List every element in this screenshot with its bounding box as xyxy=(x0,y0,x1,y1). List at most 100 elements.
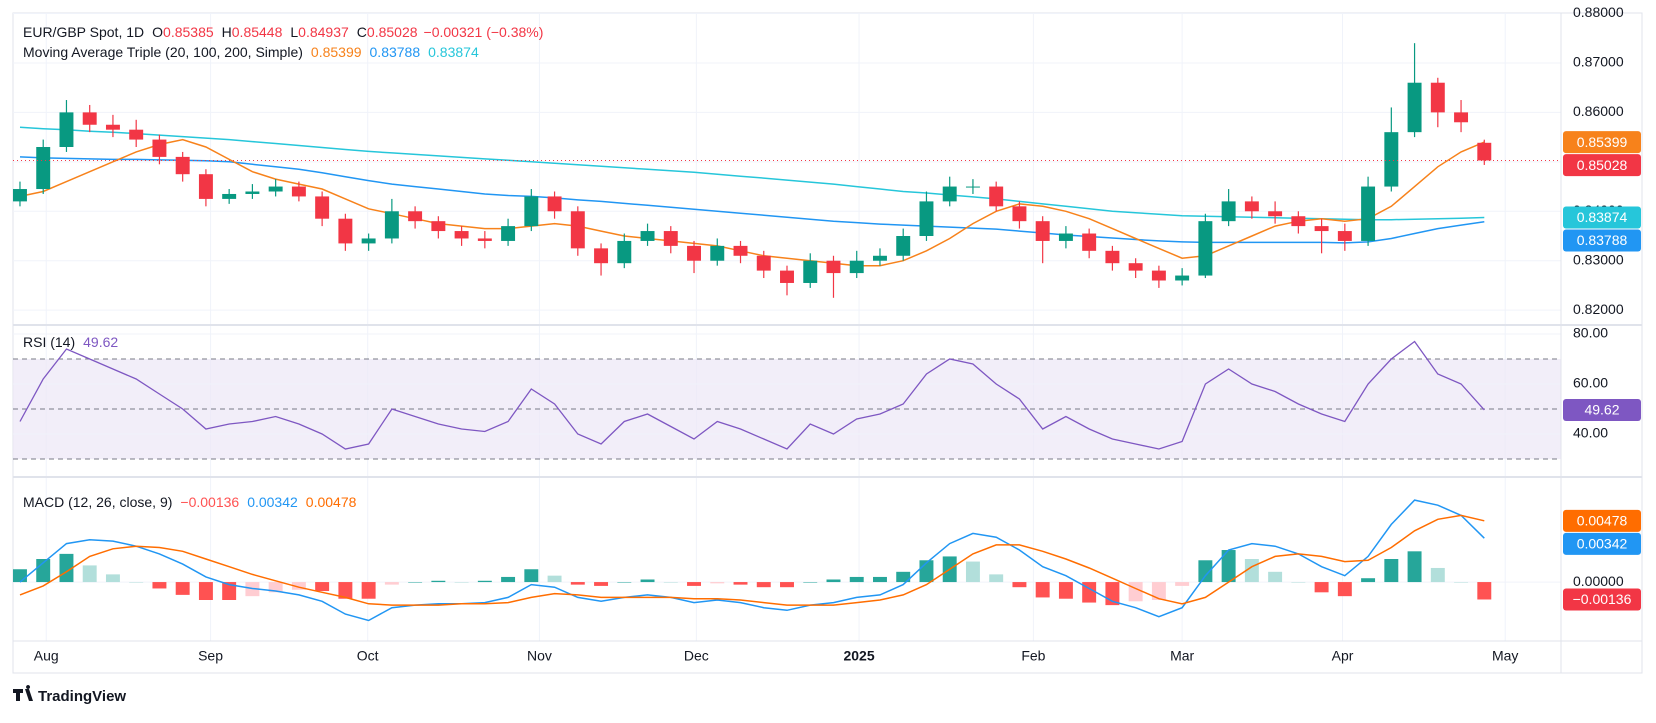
candle-body xyxy=(1175,275,1190,281)
price-tag xyxy=(1563,206,1641,229)
x-tick-label: Nov xyxy=(527,648,552,664)
candle-body xyxy=(849,260,864,274)
candle-body xyxy=(1035,221,1050,241)
ohlc-prefix: L xyxy=(290,24,298,40)
price-tag xyxy=(1563,532,1641,555)
legend: MACD (12, 26, close, 9) −0.00136 0.00342 0.… xyxy=(23,494,357,510)
macd-histogram-bar xyxy=(82,565,97,583)
macd-histogram-bar xyxy=(1337,582,1352,597)
candle-body xyxy=(175,156,190,175)
macd-histogram-bar xyxy=(663,582,678,583)
candle-body xyxy=(896,235,911,256)
x-tick-label: May xyxy=(1492,648,1518,664)
macd-histogram-bar xyxy=(408,582,423,583)
macd-histogram-bar xyxy=(1012,582,1027,588)
tags-layer: 0.85028 0.85399 0.83788 0.83874 49.62 0.00478… xyxy=(1563,131,1641,611)
macd-histogram-bar xyxy=(826,579,841,583)
price-tag xyxy=(1563,154,1641,177)
ma-value: 0.83788 xyxy=(370,44,421,60)
labels-layer: Aug Sep Oct Nov Dec 2025 Feb Mar Apr May 0.82000 0.… xyxy=(23,4,1624,664)
legend: RSI (14) 49.62 xyxy=(23,334,118,350)
price-tag xyxy=(1563,398,1641,421)
price-change: −0.00321 (−0.38%) xyxy=(424,24,544,40)
macd-histogram-bar xyxy=(1175,582,1190,586)
ma-value: 0.83874 xyxy=(428,44,479,60)
price-tag-label: 0.83788 xyxy=(1577,232,1628,248)
moving-average xyxy=(19,156,1485,244)
candle-body xyxy=(361,238,376,244)
macd-histogram-bar xyxy=(896,571,911,583)
candle-body xyxy=(152,139,167,157)
y-tick-label: 60.00 xyxy=(1573,375,1608,391)
price-tag-label: 0.00478 xyxy=(1577,513,1628,529)
macd-histogram-bar xyxy=(570,582,585,585)
ohlc-prefix: C xyxy=(357,24,367,40)
macd-histogram-bar xyxy=(524,569,539,583)
macd-line xyxy=(19,514,1485,606)
macd-histogram-bar xyxy=(1454,582,1469,583)
macd-histogram-bar xyxy=(1430,567,1445,583)
candle-body xyxy=(1012,206,1027,222)
x-tick-label: Mar xyxy=(1170,648,1194,664)
macd-histogram-bar xyxy=(547,575,562,583)
candle-body xyxy=(687,245,701,261)
macd-histogram-bar xyxy=(454,582,469,583)
candle-body xyxy=(1407,82,1422,133)
candle-body xyxy=(617,240,632,264)
macd-value: 0.00342 xyxy=(247,494,298,510)
candle-body xyxy=(1105,250,1120,264)
macd-histogram-bar xyxy=(1151,582,1166,600)
candle-body xyxy=(1384,132,1399,187)
moving-average xyxy=(19,138,1485,267)
candle-body xyxy=(36,146,51,190)
x-tick-label: 2025 xyxy=(843,648,874,664)
candle-body xyxy=(1430,82,1445,113)
macd-histogram-bar xyxy=(1221,550,1236,583)
legend: EUR/GBP Spot, 1D O0.85385 H0.85448 L0.84937… xyxy=(23,24,543,40)
macd-plot xyxy=(13,499,1492,622)
macd-histogram-bar xyxy=(1314,582,1329,593)
macd-histogram-bar xyxy=(710,582,725,584)
candle-body xyxy=(965,186,980,188)
macd-line xyxy=(19,499,1485,622)
x-tick-label: Apr xyxy=(1332,648,1354,664)
price-tag xyxy=(1563,131,1641,154)
macd-value: 0.00478 xyxy=(306,494,357,510)
candle-body xyxy=(1151,270,1166,281)
price-tag-label: 0.85028 xyxy=(1577,157,1628,173)
candle-body xyxy=(524,196,539,227)
candle-body xyxy=(826,260,841,274)
macd-histogram-bar xyxy=(687,582,701,586)
macd-histogram-bar xyxy=(268,582,283,593)
candle-body xyxy=(82,112,97,125)
price-tag-label: 0.83874 xyxy=(1577,209,1628,225)
macd-histogram-bar xyxy=(1407,551,1422,583)
candle-body xyxy=(222,193,237,199)
candle-body xyxy=(1244,201,1259,212)
ohlc-value: 0.85448 xyxy=(232,24,283,40)
ohlc-value: 0.85028 xyxy=(367,24,418,40)
y-tick-label: 80.00 xyxy=(1573,325,1608,341)
brand-logo: TradingView xyxy=(13,685,126,705)
macd-histogram-bar xyxy=(733,582,748,585)
macd-histogram-bar xyxy=(780,582,794,588)
candle-body xyxy=(547,196,562,212)
candle-body xyxy=(384,211,399,239)
y-tick-label: 0.86000 xyxy=(1573,103,1624,119)
macd-histogram-bar xyxy=(803,582,818,583)
candle-body xyxy=(733,245,748,256)
macd-histogram-bar xyxy=(989,574,1004,583)
macd-histogram-bar xyxy=(175,582,190,595)
ohlc-value: 0.85385 xyxy=(163,24,214,40)
price-tag xyxy=(1563,229,1641,252)
macd-histogram-bar xyxy=(594,582,609,586)
candle-body xyxy=(1314,226,1329,232)
candle-body xyxy=(942,186,957,202)
price-tag-label: −0.00136 xyxy=(1573,591,1632,607)
candle-body xyxy=(13,189,27,202)
x-tick-label: Feb xyxy=(1021,648,1045,664)
x-tick-label: Oct xyxy=(357,648,379,664)
candle-body xyxy=(59,112,74,147)
candle-body xyxy=(640,231,655,241)
